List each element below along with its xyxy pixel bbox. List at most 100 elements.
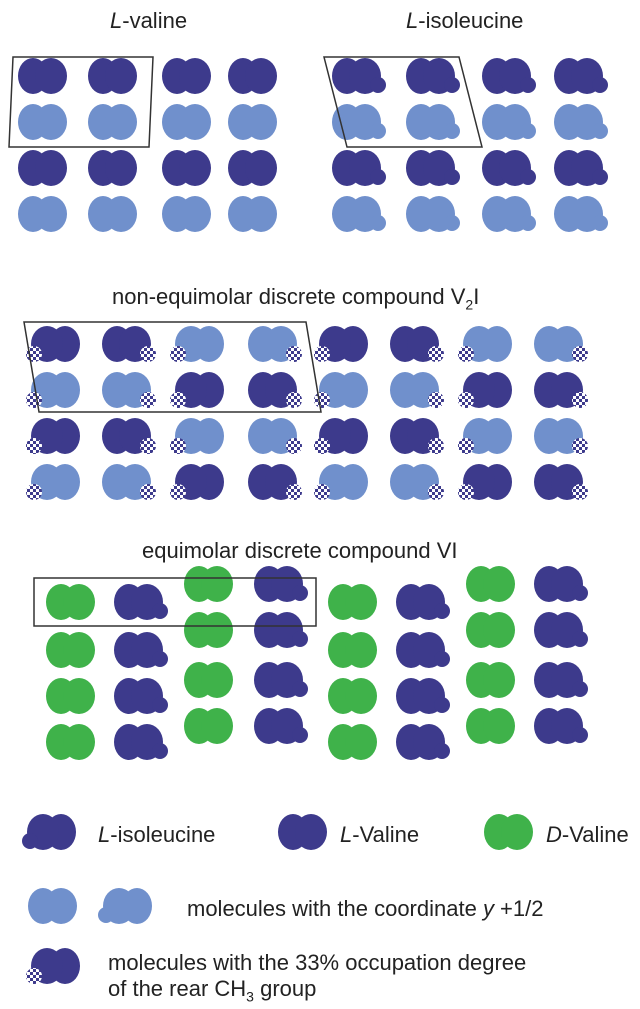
isoleucine-molecule	[406, 150, 460, 186]
isoleucine-molecule	[482, 150, 536, 186]
valine-molecule	[88, 58, 137, 94]
v2i-molecule	[534, 372, 588, 408]
valine-molecule	[18, 58, 67, 94]
v2i-molecule	[458, 464, 512, 500]
title-vi-compound: equimolar discrete compound VI	[142, 538, 458, 563]
legend-checkered-icon	[26, 948, 80, 984]
legend-isoleucine-label: L-isoleucine	[98, 822, 216, 847]
v2i-molecule	[534, 464, 588, 500]
d-valine-molecule	[466, 708, 515, 744]
v2i-molecule	[534, 418, 588, 454]
v2i-molecule	[314, 326, 368, 362]
isoleucine-molecule	[406, 58, 460, 94]
v2i-molecule	[170, 372, 224, 408]
v2i-molecule	[102, 372, 156, 408]
valine-molecule	[162, 196, 211, 232]
valine-molecule	[162, 58, 211, 94]
d-valine-molecule	[184, 662, 233, 698]
v2i-molecule	[102, 326, 156, 362]
legend-d-valine-icon	[484, 814, 533, 850]
title-v2i-compound: non-equimolar discrete compound V2I	[112, 284, 480, 313]
v2i-molecule	[102, 418, 156, 454]
d-valine-molecule	[46, 584, 95, 620]
valine-molecule	[228, 196, 277, 232]
d-valine-molecule	[328, 632, 377, 668]
v2i-molecule	[390, 372, 444, 408]
v2i-molecule	[314, 464, 368, 500]
l-isoleucine-molecule	[254, 566, 308, 602]
legend-light-valine-icon	[28, 888, 77, 924]
v2i-molecule	[458, 372, 512, 408]
unit-cell-isoleucine	[323, 56, 483, 148]
valine-molecule	[18, 196, 67, 232]
l-isoleucine-molecule	[534, 708, 588, 744]
v2i-molecule	[248, 418, 302, 454]
l-isoleucine-molecule	[534, 612, 588, 648]
v2i-molecule	[314, 372, 368, 408]
d-valine-molecule	[46, 632, 95, 668]
isoleucine-molecule	[406, 104, 460, 140]
legend-isoleucine-icon	[22, 814, 76, 850]
v2i-molecule	[458, 326, 512, 362]
isoleucine-molecule	[406, 196, 460, 232]
valine-molecule	[228, 104, 277, 140]
v2i-molecule	[458, 418, 512, 454]
d-valine-molecule	[466, 566, 515, 602]
v2i-molecule	[390, 418, 444, 454]
v2i-molecule	[26, 326, 80, 362]
valine-molecule	[228, 58, 277, 94]
v2i-molecule	[26, 372, 80, 408]
d-valine-molecule	[46, 724, 95, 760]
l-isoleucine-molecule	[396, 724, 450, 760]
v2i-molecule	[170, 326, 224, 362]
l-isoleucine-molecule	[254, 662, 308, 698]
isoleucine-molecule	[554, 58, 608, 94]
d-valine-molecule	[466, 662, 515, 698]
l-isoleucine-molecule	[114, 678, 168, 714]
legend-l-valine-label: L-Valine	[340, 822, 420, 847]
isoleucine-molecule	[554, 104, 608, 140]
v2i-molecule	[390, 464, 444, 500]
d-valine-molecule	[184, 566, 233, 602]
d-valine-molecule	[184, 708, 233, 744]
isoleucine-molecule	[554, 196, 608, 232]
isoleucine-molecule	[332, 196, 386, 232]
valine-molecule	[18, 104, 67, 140]
v2i-molecule	[390, 326, 444, 362]
l-isoleucine-molecule	[114, 632, 168, 668]
isoleucine-molecule	[482, 196, 536, 232]
d-valine-molecule	[328, 678, 377, 714]
v2i-molecule	[170, 464, 224, 500]
v2i-molecule	[26, 464, 80, 500]
legend-d-valine-label: D-Valine	[546, 822, 629, 847]
v2i-molecule	[170, 418, 224, 454]
l-isoleucine-molecule	[396, 678, 450, 714]
l-isoleucine-molecule	[534, 662, 588, 698]
l-isoleucine-molecule	[254, 612, 308, 648]
valine-molecule	[88, 104, 137, 140]
isoleucine-molecule	[332, 104, 386, 140]
d-valine-molecule	[184, 612, 233, 648]
unit-cell-vi	[33, 577, 317, 627]
legend-occupation-label: molecules with the 33% occupation degree…	[108, 950, 527, 1005]
valine-molecule	[18, 150, 67, 186]
isoleucine-molecule	[554, 150, 608, 186]
isoleucine-molecule	[482, 104, 536, 140]
v2i-molecule	[314, 418, 368, 454]
l-isoleucine-molecule	[114, 724, 168, 760]
legend-y-half-label: molecules with the coordinate y +1/2	[187, 896, 544, 921]
legend-l-valine-icon	[278, 814, 327, 850]
isoleucine-molecule	[332, 150, 386, 186]
v2i-molecule	[248, 326, 302, 362]
valine-molecule	[88, 196, 137, 232]
unit-cell-v2i	[23, 321, 322, 413]
title-l-isoleucine: L-isoleucine	[406, 8, 524, 33]
title-l-valine: L-valine	[110, 8, 188, 33]
valine-molecule	[162, 104, 211, 140]
l-isoleucine-molecule	[114, 584, 168, 620]
v2i-molecule	[248, 464, 302, 500]
l-isoleucine-molecule	[534, 566, 588, 602]
l-isoleucine-molecule	[396, 584, 450, 620]
l-isoleucine-molecule	[396, 632, 450, 668]
